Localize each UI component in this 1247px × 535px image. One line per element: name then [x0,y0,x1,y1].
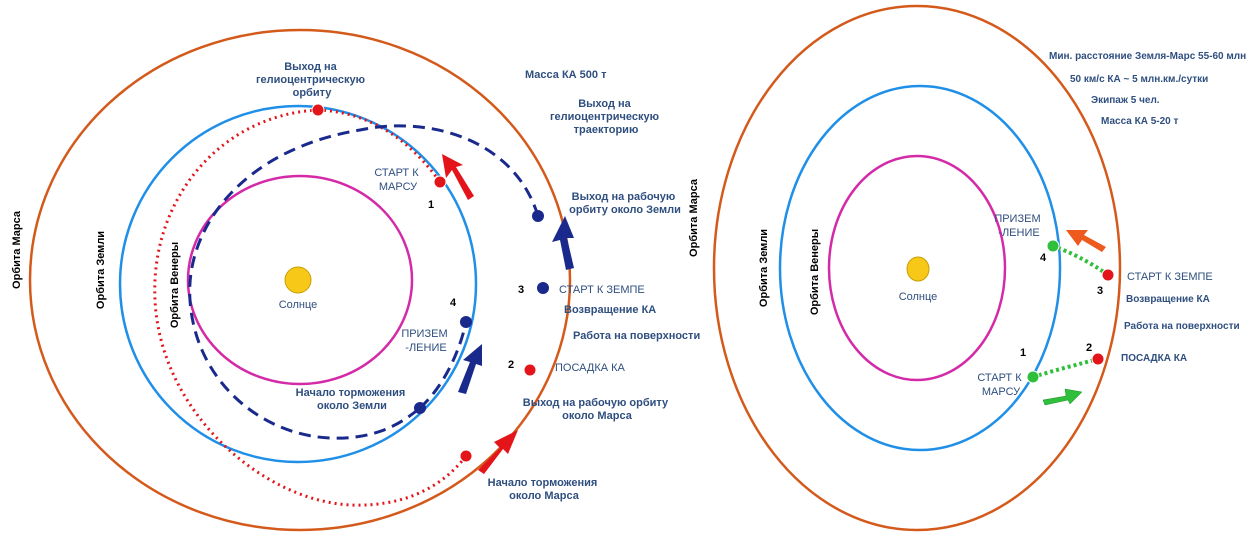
left-helio-trajectory-label: Выход на гелиоцентрическую траекторию [550,98,662,136]
left-point-start-earth [537,282,549,294]
left-point-braking-mars [459,449,473,463]
left-number-1: 1 [428,199,434,211]
right-earth-orbit [778,84,1062,452]
left-diagram: Орбита Марса Орбита Земли Орбита Венеры … [11,28,700,532]
left-arrow-braking-mars-icon [478,430,518,474]
left-earth-orbit-label: Орбита Земли [95,231,107,309]
left-start-earth-label: СТАРТ К ЗЕМПЕ [559,284,645,296]
right-crew-label: Экипаж 5 чел. [1091,95,1160,106]
right-point-landing [1046,239,1060,253]
left-start-mars-label: СТАРТ К МАРСУ [374,167,421,193]
right-start-mars-label: СТАРТ К МАРСУ [977,372,1024,398]
right-return-ka-label: Возвращение КА [1126,294,1210,305]
right-number-2: 2 [1086,342,1092,354]
left-point-working-orbit-earth [532,210,544,222]
left-landing-ka-label: ПОСАДКА КА [555,362,626,374]
right-diagram: Орбита Марса Орбита Земли Орбита Венеры … [688,4,1247,532]
left-working-orbit-earth-label: Выход на рабочую орбиту около Земли [569,191,681,216]
left-arrow-landing-icon [458,344,482,394]
right-venus-orbit [827,154,1007,382]
left-point-landing-mars [523,363,537,377]
right-earth-orbit-label: Орбита Земли [758,229,770,307]
right-landing-label: ПРИЗЕМ -ЛЕНИЕ [994,213,1043,239]
left-mars-orbit [28,28,572,532]
left-surface-work-label: Работа на поверхности [573,330,700,342]
left-number-3: 3 [518,284,524,296]
left-landing-label: ПРИЗЕМ -ЛЕНИЕ [401,328,450,354]
left-return-ka-label: Возвращение КА [564,304,656,316]
left-blue-return-path [188,124,540,440]
right-arrow-start-icon [1042,388,1083,406]
right-landing-ka-label: ПОСАДКА КА [1121,353,1187,364]
left-mars-orbit-label: Орбита Марса [11,210,23,289]
right-sun [906,256,930,282]
right-mars-orbit-label: Орбита Марса [688,178,700,257]
right-number-1: 1 [1020,347,1026,359]
right-arrow-return-icon [1066,230,1106,252]
left-working-orbit-mars-label: Выход на рабочую орбиту около Марса [523,397,671,422]
right-mass-label: Масса КА 5-20 т [1101,116,1178,127]
left-number-4: 4 [450,297,457,309]
right-point-start-earth [1101,268,1115,282]
right-green-start-path [1032,357,1099,379]
left-red-transfer-upper [317,108,442,183]
left-helio-orbit-label: Выход на гелиоцентрическую орбиту [256,61,368,99]
left-point-landing [460,316,472,328]
left-point-braking-earth [414,402,426,414]
left-sun [284,266,312,294]
left-braking-mars-label: Начало торможения около Марса [488,477,601,502]
left-venus-orbit [186,174,414,386]
right-mars-orbit [712,4,1122,532]
left-arrow-to-earth-icon [552,216,574,270]
right-min-distance-label: Мин. расстояние Земля-Марс 55-60 млн.км [1049,51,1247,62]
right-number-3: 3 [1097,285,1103,297]
right-venus-orbit-label: Орбита Венеры [809,229,821,315]
left-blue-return-inner [418,321,468,410]
left-sun-label: Солнце [279,299,318,311]
right-sun-label: Солнце [899,291,938,303]
right-start-earth-label: СТАРТ К ЗЕМПЕ [1127,271,1213,283]
left-venus-orbit-label: Орбита Венеры [169,242,181,328]
right-number-4: 4 [1040,252,1047,264]
left-red-transfer-path [153,108,468,507]
left-arrow-start-mars-icon [442,154,474,200]
left-mass-label: Масса КА 500 т [525,69,607,81]
right-point-start-mars [1026,370,1040,384]
right-surface-work-label: Работа на поверхности [1124,320,1240,332]
right-green-return-path [1052,244,1110,277]
right-point-landing-mars [1091,352,1105,366]
left-point-start-mars [433,175,447,189]
left-braking-earth-label: Начало торможения около Земли [296,387,409,412]
left-earth-orbit [118,104,478,464]
left-number-2: 2 [508,359,514,371]
left-point-helio-orbit [311,103,325,117]
right-speed-label: 50 км/с КА ~ 5 млн.км./сутки [1070,74,1208,85]
